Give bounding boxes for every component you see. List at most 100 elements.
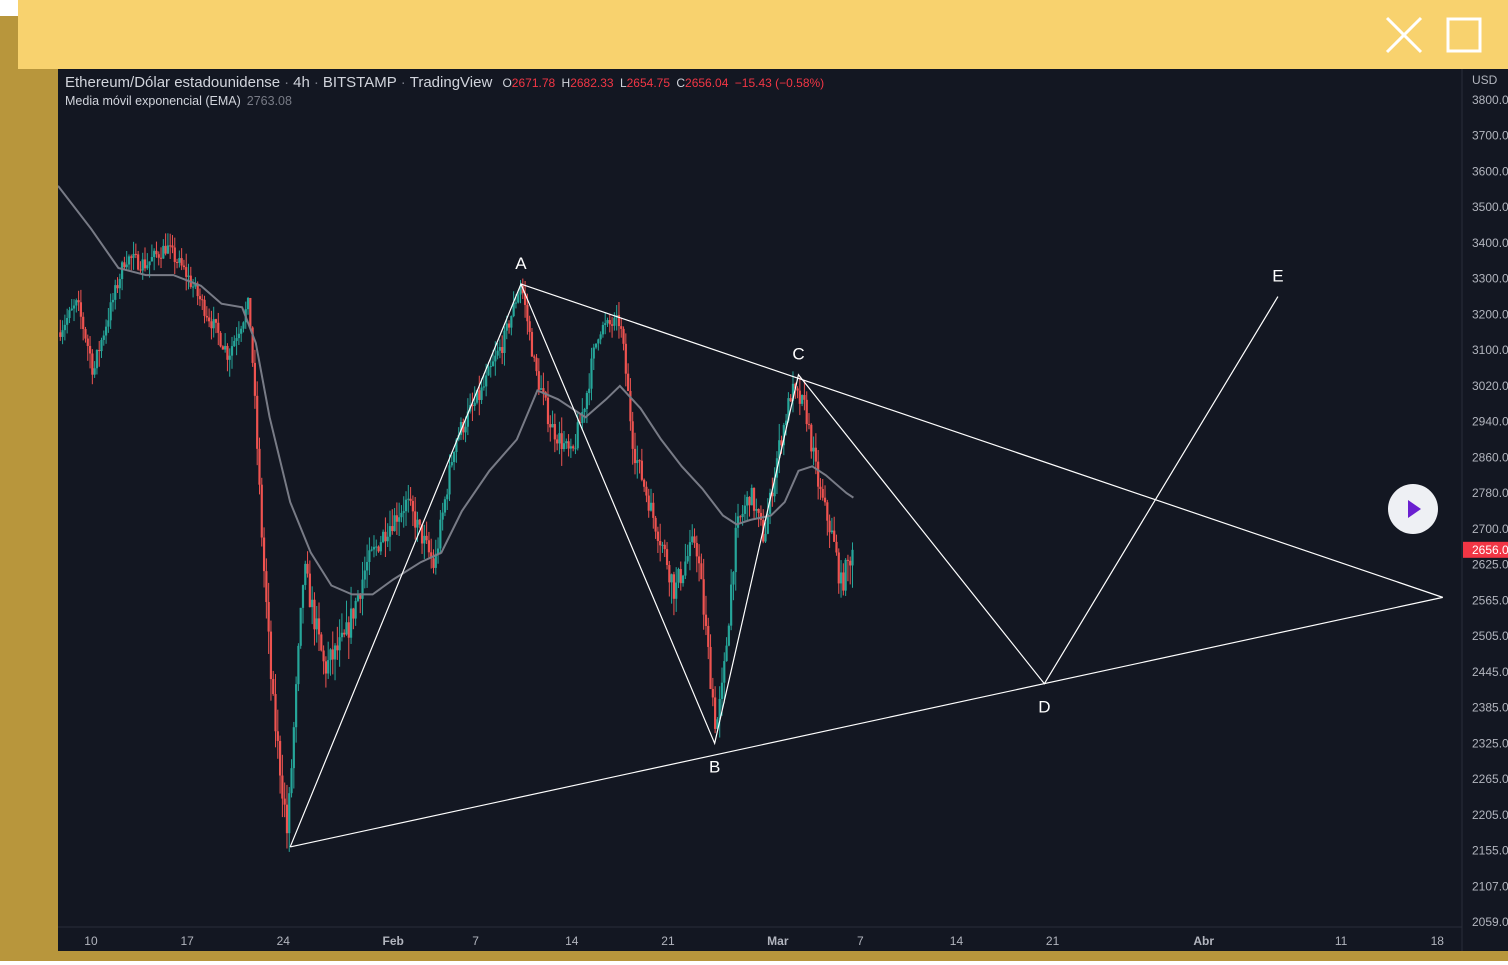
candle-body [487, 367, 490, 376]
candle-body [349, 608, 353, 638]
play-button[interactable] [1388, 484, 1438, 534]
price-tick-label: 2107.0 [1472, 879, 1508, 893]
candle-body [782, 425, 785, 446]
candle-body [175, 262, 179, 264]
candle-body [805, 399, 808, 425]
candle-body [116, 285, 119, 289]
candle-body [496, 350, 499, 356]
close-value: 2656.04 [685, 76, 729, 90]
candle-body [281, 775, 284, 799]
candle-body [162, 245, 165, 259]
candle-body [656, 531, 659, 541]
candle-body [134, 253, 137, 255]
candle-body [86, 338, 89, 346]
candle-body [837, 552, 840, 584]
time-tick-label: 18 [1431, 934, 1445, 948]
candle-body [114, 285, 117, 300]
candle-body [585, 393, 589, 409]
time-axis: 10 17 24 Feb 7 14 21 Mar 7 14 21 Abr 11 18 [58, 926, 1508, 951]
candle-body [523, 293, 527, 305]
price-tick-label: 3500.0 [1472, 200, 1508, 214]
candle-body [283, 798, 286, 805]
candle-body [370, 549, 373, 551]
candle-body [849, 560, 852, 566]
candle-body [285, 804, 289, 834]
candle-body [741, 513, 744, 517]
maximize-button[interactable] [1446, 17, 1482, 53]
candle-body [796, 388, 799, 391]
candle-body [107, 320, 110, 327]
candle-body [714, 697, 717, 729]
indicator-name[interactable]: Media móvil exponencial (EMA) [65, 94, 241, 108]
candle-body [828, 520, 831, 533]
candle-body [336, 645, 339, 651]
candle-body [759, 512, 763, 520]
candle-body [462, 422, 465, 433]
candle-body [549, 424, 552, 428]
candle-body [308, 573, 311, 608]
price-tick-label: 3300.0 [1472, 272, 1508, 286]
price-axis-bg [1462, 69, 1508, 951]
candle-body [425, 535, 428, 541]
candle-body [311, 599, 314, 608]
candle-body [842, 572, 845, 591]
chart-panel[interactable]: A B C D E 10 17 24 Feb 7 14 21 Mar 7 14 21 Abr 11 18 USD 3… [58, 69, 1508, 951]
candle-body [608, 320, 611, 325]
candle-body [75, 300, 78, 306]
candle-body [393, 515, 396, 532]
candle-body [601, 324, 605, 335]
candle-body [416, 519, 419, 528]
chart-canvas[interactable]: A B C D E 10 17 24 Feb 7 14 21 Mar 7 14 21 Abr 11 18 USD 3… [58, 69, 1508, 951]
candle-body [407, 498, 410, 500]
candle-body [439, 519, 442, 549]
price-tick-label: 2205.0 [1472, 808, 1508, 822]
time-tick-label: 17 [180, 934, 194, 948]
candle-body [363, 570, 366, 580]
candle-body [365, 562, 369, 571]
candle-body [340, 632, 344, 638]
candle-body [677, 569, 680, 583]
candle-body [230, 346, 234, 356]
candle-body [329, 649, 332, 661]
legend-interval[interactable]: 4h [293, 74, 310, 91]
candle-body [478, 390, 481, 400]
candle-body [423, 535, 426, 544]
time-tick-label: Feb [383, 934, 404, 948]
candle-body [237, 333, 240, 339]
candle-body [372, 546, 376, 550]
candle-body [196, 283, 199, 297]
candle-body [844, 559, 847, 591]
candle-body [66, 318, 69, 325]
candle-body [395, 515, 398, 522]
candle-body [574, 448, 577, 450]
candle-body [471, 405, 474, 407]
candle-body [833, 530, 836, 542]
candle-body [812, 447, 815, 452]
price-tick-label: 3100.0 [1472, 343, 1508, 357]
candle-body [517, 294, 520, 303]
candle-body [787, 398, 790, 421]
candle-body [746, 496, 749, 506]
time-axis-bg [58, 927, 1508, 951]
candle-body [130, 256, 133, 258]
candle-body [93, 368, 96, 375]
candle-body [535, 357, 538, 372]
candle-body [636, 460, 639, 464]
legend-symbol[interactable]: Ethereum/Dólar estadounidense [65, 74, 281, 91]
candle-body [643, 479, 646, 487]
candle-body [645, 486, 648, 496]
candle-body [551, 424, 554, 428]
candle-body [473, 402, 476, 406]
close-button[interactable] [1384, 15, 1424, 55]
candle-body [528, 321, 531, 332]
time-tick-label: 7 [472, 934, 479, 948]
candle-body [315, 618, 318, 630]
candle-body [613, 317, 616, 326]
candle-body [771, 492, 774, 497]
candle-body [224, 345, 227, 350]
candle-body [269, 631, 273, 680]
high-label: H [561, 76, 571, 90]
candle-body [757, 508, 760, 513]
candle-body [652, 502, 655, 518]
candle-body [212, 319, 215, 329]
